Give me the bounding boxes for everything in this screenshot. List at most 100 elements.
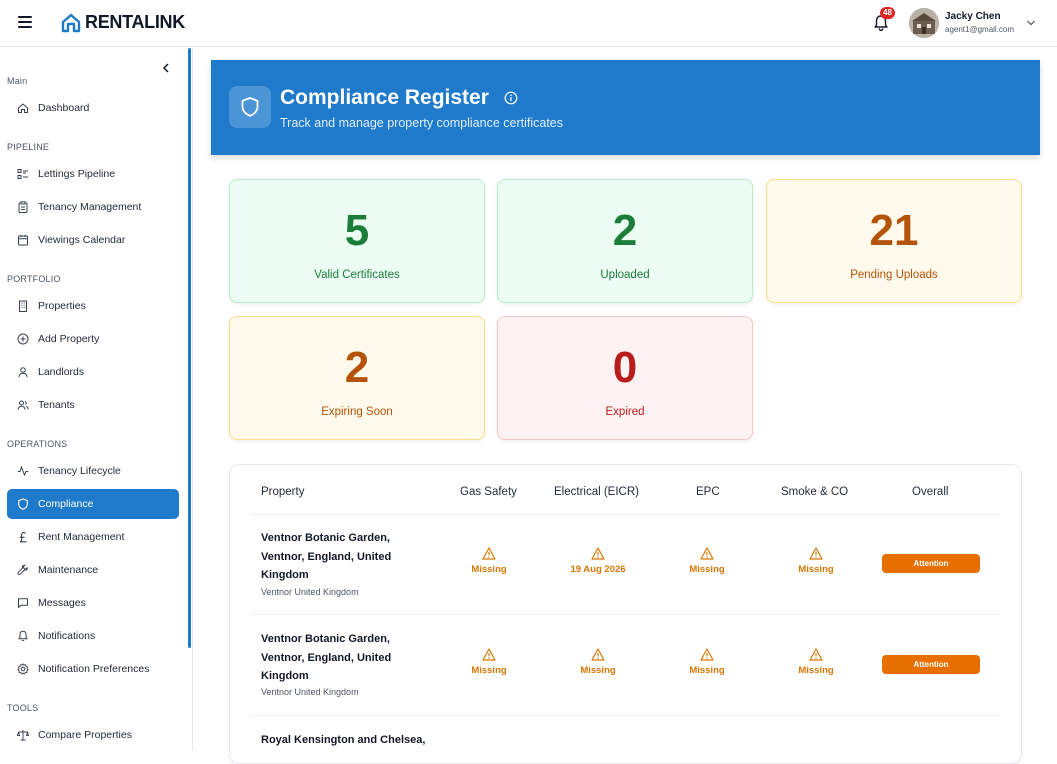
message-icon [17,597,29,609]
avatar-image [909,8,939,38]
property-name[interactable]: Ventnor Botanic Garden, Ventnor, England… [261,529,431,585]
sidebar-item-rent-management[interactable]: Rent Management [7,522,179,552]
warning-icon [482,648,496,661]
sidebar-item-messages[interactable]: Messages [7,588,179,618]
stat-card-valid-certificates[interactable]: 5 Valid Certificates [229,179,485,303]
app-logo[interactable]: RENTALINK [61,12,185,33]
stat-card-expiring-soon[interactable]: 2 Expiring Soon [229,316,485,440]
warning-icon [700,547,714,560]
info-icon[interactable] [504,91,518,105]
table-divider [250,514,1000,515]
sidebar-item-tenancy-lifecycle[interactable]: Tenancy Lifecycle [7,456,179,486]
sidebar-item-label: Tenants [38,399,75,411]
column-header-property[interactable]: Property [261,486,305,498]
stat-label: Valid Certificates [314,269,400,281]
notification-count-badge: 48 [880,7,895,19]
sidebar-item-compliance[interactable]: Compliance [7,489,179,519]
epc-status[interactable]: Missing [657,547,757,575]
sidebar-item-properties[interactable]: Properties [7,291,179,321]
property-name-line: Ventnor, England, United [261,651,392,664]
gear-icon [17,663,29,675]
property-location: Ventnor United Kingdom [261,587,359,597]
section-label-portfolio: PORTFOLIO [7,274,61,284]
warning-icon [482,547,496,560]
sidebar-item-label: Rent Management [38,531,125,543]
smoke-co-status[interactable]: Missing [766,547,866,575]
section-label-operations: OPERATIONS [7,439,68,449]
electrical-status[interactable]: Missing [548,648,648,676]
avatar[interactable] [909,8,939,38]
page-header-banner: Compliance Register Track and manage pro… [211,60,1040,155]
sidebar-item-label: Landlords [38,366,85,378]
sidebar-item-lettings-pipeline[interactable]: Lettings Pipeline [7,159,179,189]
sidebar-item-tenants[interactable]: Tenants [7,390,179,420]
wrench-icon [17,564,29,576]
status-text: Missing [798,564,834,575]
sidebar-item-add-property[interactable]: Add Property [7,324,179,354]
sidebar-item-landlords[interactable]: Landlords [7,357,179,387]
status-text: Missing [798,665,834,676]
property-name-line: Ventnor Botanic Garden, [261,633,390,645]
stat-card-uploaded[interactable]: 2 Uploaded [497,179,753,303]
warning-icon [700,648,714,661]
table-divider [250,614,1000,615]
user-email: agent1@gmail.com [945,25,1015,34]
sidebar-item-label: Compliance [38,498,94,510]
sidebar-item-label: Properties [38,300,86,312]
scale-icon [17,729,29,741]
sidebar-scrollbar[interactable] [188,48,191,648]
column-header-smoke-co[interactable]: Smoke & CO [781,486,849,498]
section-label-main: Main [7,76,28,86]
stat-card-expired[interactable]: 0 Expired [497,316,753,440]
sidebar-item-label: Viewings Calendar [38,234,126,246]
sidebar-item-notification-preferences[interactable]: Notification Preferences [7,654,179,684]
gas-safety-status[interactable]: Missing [439,648,539,676]
section-label-pipeline: PIPELINE [7,142,50,152]
plus-circle-icon [17,333,29,345]
sidebar-item-compare-properties[interactable]: Compare Properties [7,720,179,750]
stat-label: Pending Uploads [850,269,938,281]
column-header-overall[interactable]: Overall [912,486,949,498]
property-name[interactable]: Royal Kensington and Chelsea, [261,731,431,750]
sidebar-item-label: Lettings Pipeline [38,168,116,180]
sidebar-item-notifications[interactable]: Notifications [7,621,179,651]
warning-icon [809,547,823,560]
table-divider [250,715,1000,716]
user-name[interactable]: Jacky Chen [945,11,1001,22]
epc-status[interactable]: Missing [657,648,757,676]
property-name-line: Ventnor, England, United [261,550,392,563]
property-name-line: Kingdom [261,670,309,682]
column-header-electrical[interactable]: Electrical (EICR) [554,486,639,498]
sidebar-item-label: Compare Properties [38,729,132,741]
page-title: Compliance Register [280,86,489,109]
smoke-co-status[interactable]: Missing [766,648,866,676]
column-header-epc[interactable]: EPC [696,486,720,498]
status-text: Missing [471,564,507,575]
stat-label: Expired [605,406,645,418]
users-icon [17,399,29,411]
bell-icon [17,630,29,642]
status-text: Missing [471,665,507,676]
sidebar-item-viewings-calendar[interactable]: Viewings Calendar [7,225,179,255]
sidebar-item-label: Maintenance [38,564,99,576]
overall-status-badge[interactable]: Attention [882,554,980,573]
sidebar-item-label: Tenancy Lifecycle [38,465,121,477]
stat-card-pending-uploads[interactable]: 21 Pending Uploads [766,179,1022,303]
sidebar-item-dashboard[interactable]: Dashboard [7,93,179,123]
sidebar-item-maintenance[interactable]: Maintenance [7,555,179,585]
collapse-sidebar-icon[interactable] [160,62,172,74]
property-name[interactable]: Ventnor Botanic Garden, Ventnor, England… [261,630,431,686]
clipboard-icon [17,201,29,213]
gas-safety-status[interactable]: Missing [439,547,539,575]
overall-status-badge[interactable]: Attention [882,655,980,674]
electrical-status[interactable]: 19 Aug 2026 [548,547,648,575]
column-header-gas-safety[interactable]: Gas Safety [460,486,517,498]
shield-icon [229,86,271,128]
top-bar: RENTALINK 48 Jacky Chen agent1@gmail.com [0,0,1057,47]
section-label-tools: TOOLS [7,703,39,713]
sidebar-item-tenancy-management[interactable]: Tenancy Management [7,192,179,222]
status-text: Missing [689,665,725,676]
chevron-down-icon[interactable] [1026,19,1036,27]
property-name-line: Kingdom [261,569,309,581]
menu-icon[interactable] [18,16,32,28]
